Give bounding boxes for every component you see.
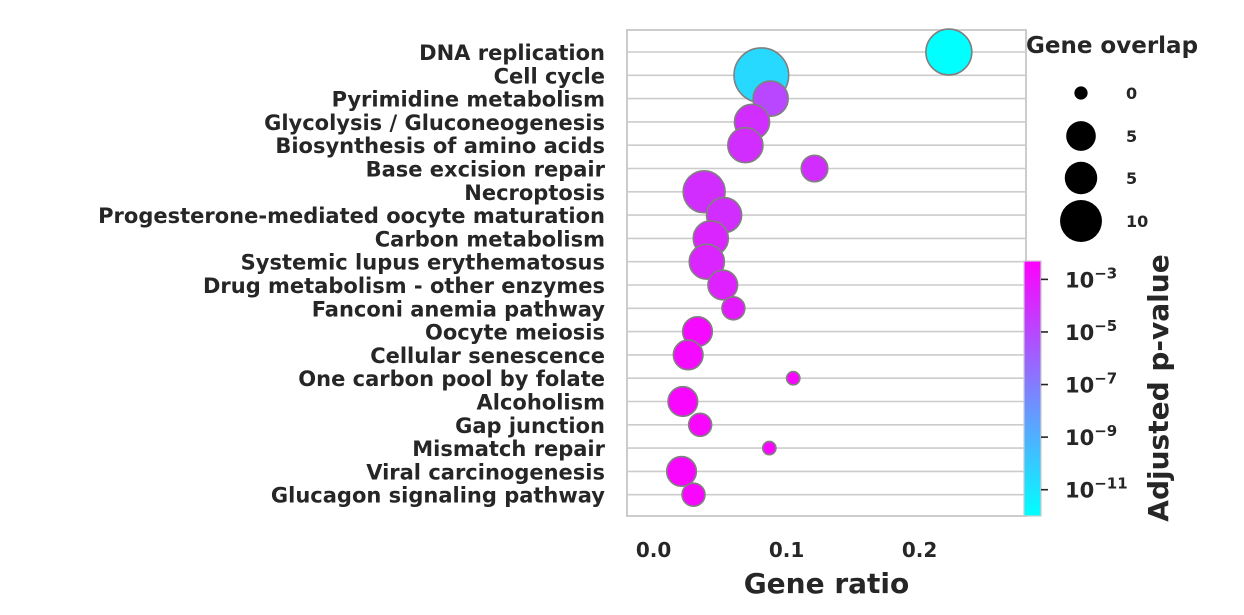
- size-legend-marker: [1074, 86, 1088, 100]
- data-point: [925, 28, 973, 76]
- size-legend-title: Gene overlap: [1026, 33, 1198, 59]
- x-axis-title: Gene ratio: [744, 567, 910, 600]
- plot-frame: [626, 29, 1027, 517]
- y-tick-label: Cellular senescence: [370, 344, 605, 368]
- size-legend-label: 5: [1126, 127, 1137, 146]
- data-point: [727, 126, 764, 164]
- y-tick-label: Glucagon signaling pathway: [271, 484, 605, 508]
- data-point: [721, 296, 746, 321]
- y-tick-label: Pyrimidine metabolism: [332, 88, 605, 112]
- y-tick-label: Biosynthesis of amino acids: [275, 134, 605, 158]
- colorbar-tick-label: 10−11: [1065, 475, 1128, 503]
- data-point: [667, 385, 699, 418]
- y-tick-label: Mismatch repair: [412, 437, 605, 461]
- data-point: [800, 154, 829, 183]
- data-point: [688, 243, 726, 281]
- data-point: [672, 339, 704, 371]
- y-tick-label: One carbon pool by folate: [298, 367, 605, 391]
- x-tick-label: 0.0: [636, 538, 671, 562]
- colorbar-gradient: [1023, 260, 1042, 517]
- data-point: [761, 440, 777, 456]
- y-tick-label: Drug metabolism - other enzymes: [203, 274, 605, 298]
- data-point: [707, 269, 739, 301]
- colorbar-tick-label: 10−3: [1065, 264, 1117, 292]
- y-tick-label: Glycolysis / Gluconeogenesis: [264, 111, 605, 135]
- y-tick-label: Cell cycle: [494, 64, 605, 88]
- colorbar-tick-label: 10−5: [1065, 317, 1117, 345]
- size-legend-label: 5: [1126, 169, 1137, 188]
- x-axis: Gene ratio 0.0 0.1 0.2: [636, 538, 937, 600]
- colorbar-tick-label: 10−7: [1065, 370, 1117, 398]
- y-tick-label: Systemic lupus erythematosus: [241, 251, 605, 275]
- y-tick-label: Fanconi anemia pathway: [312, 297, 606, 321]
- size-legend-marker: [1064, 161, 1098, 195]
- y-tick-label: Carbon metabolism: [375, 227, 605, 251]
- size-legend-marker: [1066, 121, 1096, 151]
- colorbar-tick-label: 10−9: [1065, 422, 1117, 450]
- colorbar-label: Adjusted p-value: [1142, 254, 1175, 521]
- y-tick-label: Viral carcinogenesis: [366, 460, 605, 484]
- data-points: [665, 28, 973, 507]
- y-tick-label: Oocyte meiosis: [425, 321, 605, 345]
- y-tick-label: Alcoholism: [477, 391, 605, 415]
- y-tick-label: Gap junction: [455, 414, 605, 438]
- data-point: [687, 412, 713, 438]
- size-legend-label: 0: [1126, 84, 1137, 103]
- data-point: [785, 370, 801, 386]
- y-tick-label: Necroptosis: [464, 181, 605, 205]
- data-point: [665, 455, 698, 488]
- size-legend-label: 10: [1126, 212, 1148, 231]
- data-point: [681, 482, 706, 507]
- y-tick-label: Base excision repair: [366, 158, 606, 182]
- colorbar: Adjusted p-value 10−3 10−5 10−7 10−9 10−11: [1023, 254, 1175, 522]
- y-tick-label: Progesterone-mediated oocyte maturation: [98, 204, 605, 228]
- y-tick-label: DNA replication: [419, 41, 605, 65]
- x-tick-label: 0.2: [902, 538, 937, 562]
- x-tick-label: 0.1: [769, 538, 804, 562]
- size-legend: Gene overlap 0 5 5 10: [1026, 33, 1198, 242]
- size-legend-marker: [1060, 200, 1102, 242]
- grid-lines: [627, 51, 1026, 496]
- axes-frame: [626, 29, 1027, 517]
